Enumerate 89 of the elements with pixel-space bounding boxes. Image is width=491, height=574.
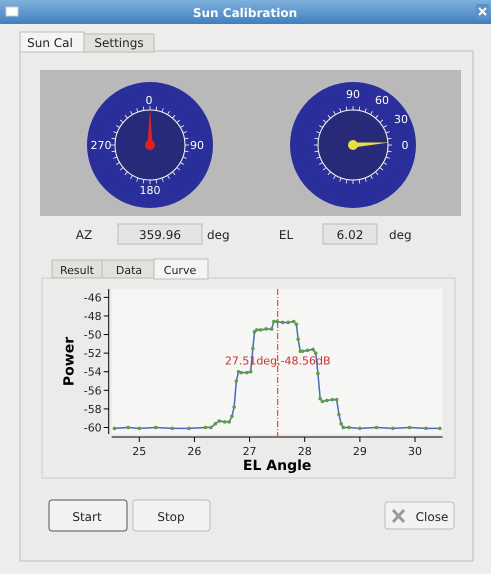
y-tick-label: -48	[84, 310, 102, 323]
point	[311, 348, 315, 352]
text: deg	[207, 228, 230, 242]
y-tick-label: -50	[84, 328, 102, 342]
point	[204, 426, 208, 430]
point	[325, 398, 329, 402]
x-tick-label: 28	[298, 445, 312, 458]
point	[391, 426, 395, 430]
point	[245, 370, 249, 374]
point	[214, 422, 218, 426]
point	[342, 426, 346, 430]
point	[294, 322, 298, 326]
point	[318, 396, 322, 400]
point	[374, 426, 378, 430]
point	[126, 426, 130, 430]
point	[306, 348, 310, 352]
y-axis-title: Power	[62, 336, 78, 386]
point	[330, 398, 334, 402]
text: Stop	[157, 510, 185, 524]
x-tick-label: 25	[132, 445, 146, 458]
text: Settings	[94, 36, 144, 50]
text: 180	[140, 184, 160, 197]
point	[251, 346, 255, 350]
text: Data	[116, 264, 142, 277]
x-tick-label: 30	[408, 445, 422, 458]
text: 60	[375, 94, 389, 107]
point	[209, 426, 213, 430]
point	[408, 426, 412, 430]
point	[258, 328, 262, 332]
point	[296, 337, 300, 341]
y-tick-label: -56	[84, 384, 102, 398]
text: 90	[346, 88, 360, 101]
point	[316, 372, 320, 376]
text: 30	[394, 113, 408, 126]
point	[358, 426, 362, 430]
point	[264, 327, 268, 331]
text: 0	[146, 94, 152, 107]
point	[248, 370, 252, 374]
point	[230, 414, 234, 418]
text: Close	[416, 510, 448, 524]
point	[154, 426, 158, 430]
x-tick-label: 27	[242, 445, 257, 458]
point	[286, 320, 290, 324]
line-series	[114, 320, 441, 430]
point	[217, 419, 222, 423]
point	[280, 320, 284, 324]
point	[337, 412, 341, 416]
y-tick-label: -58	[84, 402, 102, 416]
point	[314, 351, 318, 355]
point	[347, 426, 351, 430]
point	[112, 426, 116, 430]
y-tick-label: -52	[84, 347, 102, 360]
text: AZ	[76, 228, 92, 242]
point	[222, 420, 227, 424]
x-tick-label: 26	[187, 445, 202, 458]
y-tick-label: -54	[84, 366, 102, 379]
y-tick-label: -60	[84, 421, 102, 434]
point	[438, 426, 442, 430]
text: Sun Cal	[27, 36, 73, 50]
y-tick-label: -46	[84, 291, 102, 304]
text: 270	[90, 139, 112, 152]
point	[234, 379, 238, 383]
point	[270, 327, 274, 331]
point	[339, 422, 343, 426]
point	[334, 398, 338, 402]
x-axis-title: EL Angle	[242, 458, 312, 474]
text: Sun Calibration	[192, 6, 298, 20]
point	[254, 328, 259, 332]
point	[170, 426, 174, 430]
point	[424, 426, 428, 430]
text: EL	[278, 228, 294, 242]
point	[252, 330, 256, 334]
x-tick-label: 29	[352, 445, 367, 458]
text: deg	[389, 228, 412, 242]
point	[240, 370, 244, 374]
text: 359.96	[139, 228, 181, 242]
point	[272, 320, 276, 324]
text: Start	[72, 510, 102, 524]
point	[227, 420, 231, 424]
point	[292, 320, 296, 324]
point	[232, 405, 236, 409]
text: Curve	[164, 264, 196, 277]
text: 6.02	[336, 228, 364, 242]
point	[137, 426, 142, 430]
point	[320, 400, 324, 404]
text: Result	[60, 264, 95, 277]
point	[187, 426, 191, 430]
text: 90	[190, 139, 204, 152]
text: 0	[402, 139, 408, 152]
